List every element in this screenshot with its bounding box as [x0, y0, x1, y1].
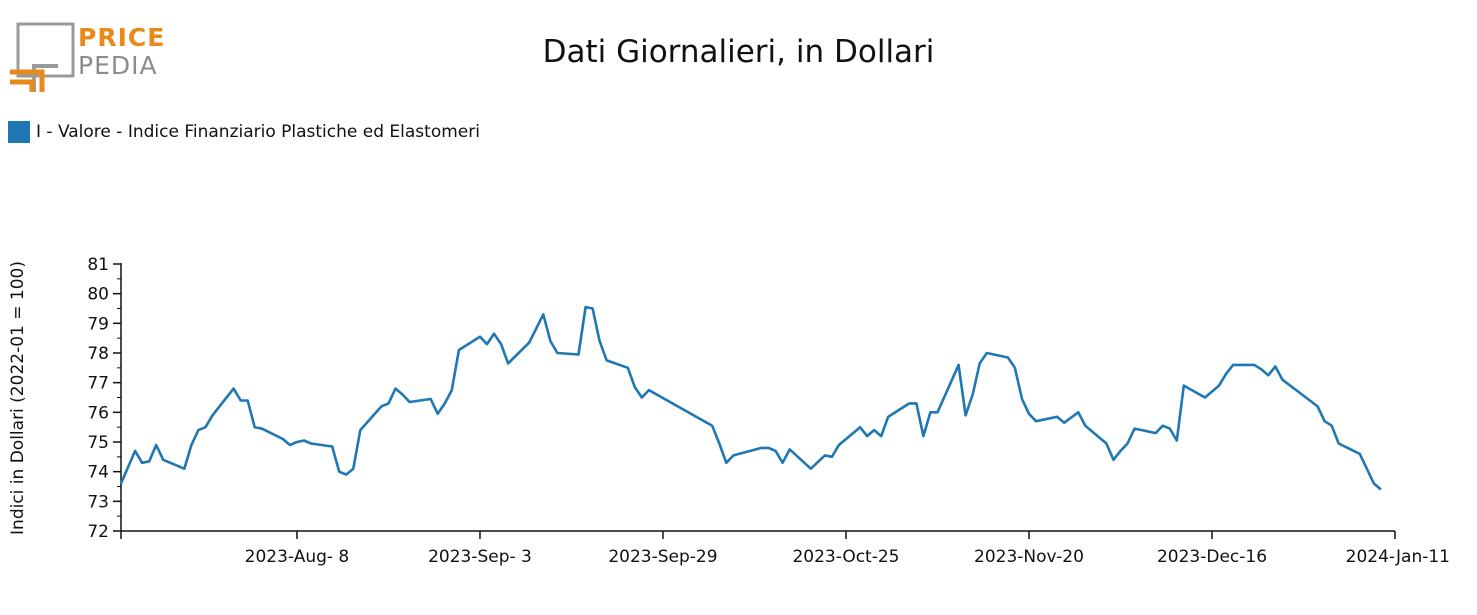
x-axis: 2023-Aug- 8 2023-Sep- 3 2023-Sep-29 2023-Oc… [120, 530, 1450, 567]
legend-label: I - Valore - Indice Finanziario Plastich… [36, 122, 480, 142]
y-axis-label: Indici in Dollari (2022-01 = 100) [8, 261, 28, 535]
x-tick-label: 2023-Nov-20 [974, 547, 1084, 567]
chart-legend: I - Valore - Indice Finanziario Plastich… [8, 120, 480, 144]
x-tick-label: 2023-Oct-25 [792, 547, 899, 567]
y-tick-label: 74 [87, 463, 109, 483]
x-tick-label: 2023-Dec-16 [1157, 547, 1267, 567]
y-tick-label: 80 [87, 285, 109, 305]
logo-orange-bracket-inner [10, 79, 35, 92]
y-tick-label: 81 [87, 255, 109, 275]
y-tick-label: 75 [87, 433, 109, 453]
x-tick-label: 2024-Jan-11 [1346, 547, 1450, 567]
series-line [119, 305, 1382, 491]
legend-swatch [8, 121, 30, 143]
logo-orange-bracket-outer [10, 69, 45, 92]
x-tick-label: 2023-Aug- 8 [245, 547, 350, 567]
plot-area [119, 305, 1382, 491]
x-tick-label: 2023-Sep- 3 [428, 547, 532, 567]
x-tick-label: 2023-Sep-29 [608, 547, 717, 567]
y-tick-label: 78 [87, 344, 109, 364]
y-tick-label: 73 [87, 492, 109, 512]
y-axis: 72 73 74 75 76 77 78 79 80 81 [87, 255, 122, 542]
logo-word-top: PRICE [78, 23, 166, 52]
logo-square-outline [16, 22, 75, 78]
y-tick-label: 76 [87, 403, 109, 423]
logo-mark-icon [10, 22, 75, 92]
y-tick-label: 77 [87, 374, 109, 394]
y-tick-label: 72 [87, 522, 109, 542]
chart-title: Dati Giornalieri, in Dollari [542, 34, 935, 70]
pricepedia-logo: PRICE PEDIA [6, 22, 166, 94]
logo-word-bottom: PEDIA [78, 51, 158, 80]
y-tick-label: 79 [87, 314, 109, 334]
